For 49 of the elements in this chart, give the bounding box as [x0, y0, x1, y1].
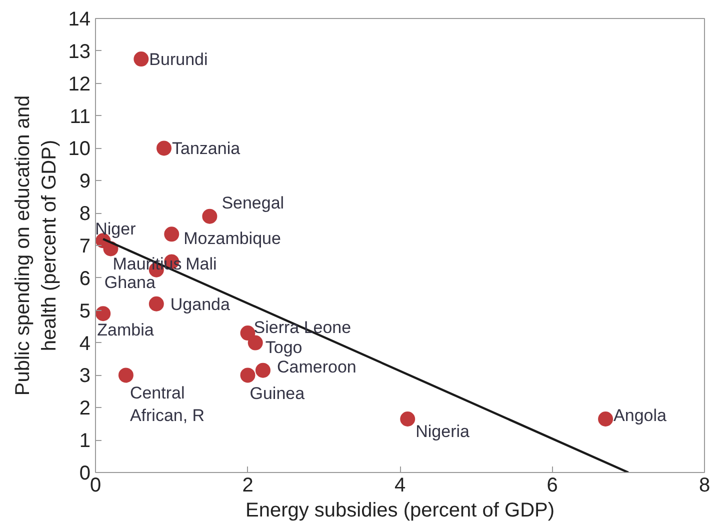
point	[255, 362, 270, 378]
x-axis-title: Energy subsidies (percent of GDP)	[245, 500, 555, 522]
y-tick-label: 2	[79, 398, 90, 420]
y-tick-label: 13	[68, 40, 91, 63]
annotation: Sierra Leone	[254, 318, 352, 338]
y-tick-label: 1	[79, 430, 90, 452]
annotation: Tanzania	[172, 139, 241, 158]
x-tick-label: 4	[394, 474, 406, 496]
y-tick-label: 7	[79, 236, 90, 258]
y-tick-label: 4	[79, 332, 90, 355]
y-tick-label: 12	[68, 73, 91, 96]
annotation: Central African, R	[130, 383, 205, 426]
annotation: Ghana	[104, 272, 156, 292]
annotation: Togo	[265, 338, 302, 357]
y-tick-label: 9	[79, 170, 90, 193]
point	[248, 335, 263, 350]
annotation: Niger	[95, 220, 136, 239]
annotation: Guinea	[250, 384, 306, 404]
point	[156, 140, 172, 156]
annotation: Cameroon	[276, 357, 356, 376]
point	[240, 326, 256, 341]
y-tick-label: 8	[79, 203, 90, 226]
y-tick-label: 14	[68, 8, 91, 30]
x-tick-label: 2	[242, 474, 254, 496]
y-tick-label: 10	[68, 138, 91, 160]
annotation: Zambia	[97, 320, 154, 340]
point	[118, 368, 134, 383]
annotation: Nigeria	[416, 422, 470, 441]
annotation: Mozambique	[184, 229, 281, 248]
y-tick-label: 3	[79, 365, 90, 388]
y-tick-label: 11	[70, 106, 91, 128]
point	[400, 412, 416, 426]
point	[96, 306, 111, 322]
point	[598, 412, 614, 426]
y-tick-label: 6	[79, 268, 90, 290]
point	[164, 226, 180, 242]
annotation: Senegal	[222, 193, 284, 212]
x-tick-label: 6	[546, 474, 558, 496]
annotation: Burundi	[149, 50, 208, 70]
x-tick-label: 8	[698, 474, 710, 496]
point	[134, 52, 149, 67]
y-axis-title: Public spending on education and health (percent of GDP)	[12, 95, 60, 396]
point	[202, 208, 218, 224]
annotation: Uganda	[170, 294, 230, 314]
point	[240, 368, 256, 383]
annotation: Mali	[186, 254, 217, 274]
point	[148, 296, 164, 312]
annotation: Angola	[614, 406, 668, 425]
y-tick-label: 5	[79, 300, 90, 322]
